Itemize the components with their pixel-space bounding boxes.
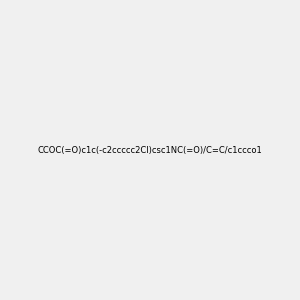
Text: CCOC(=O)c1c(-c2ccccc2Cl)csc1NC(=O)/C=C/c1ccco1: CCOC(=O)c1c(-c2ccccc2Cl)csc1NC(=O)/C=C/c… xyxy=(38,146,262,154)
